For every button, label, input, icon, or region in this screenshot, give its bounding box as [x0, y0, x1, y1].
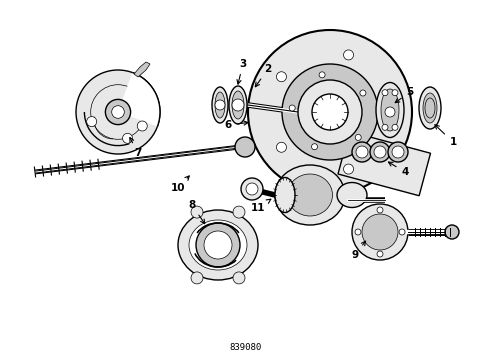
Circle shape: [232, 99, 244, 111]
Circle shape: [246, 183, 258, 195]
Ellipse shape: [189, 220, 247, 270]
Bar: [338, 131, 431, 196]
Circle shape: [388, 142, 408, 162]
Ellipse shape: [275, 165, 345, 225]
Circle shape: [343, 50, 354, 60]
Circle shape: [360, 90, 366, 96]
Wedge shape: [118, 72, 160, 126]
Circle shape: [76, 70, 160, 154]
Text: 3: 3: [237, 59, 246, 84]
Circle shape: [276, 72, 287, 82]
Circle shape: [289, 105, 295, 111]
Text: 10: 10: [171, 176, 189, 193]
Circle shape: [355, 229, 361, 235]
Circle shape: [445, 225, 459, 239]
Text: 1: 1: [435, 125, 457, 147]
Ellipse shape: [275, 177, 295, 212]
Circle shape: [105, 99, 131, 125]
Circle shape: [382, 124, 388, 130]
Circle shape: [312, 144, 318, 150]
Circle shape: [399, 229, 405, 235]
Ellipse shape: [229, 86, 247, 124]
Ellipse shape: [212, 87, 228, 123]
Text: 11: 11: [251, 199, 271, 213]
Circle shape: [392, 146, 404, 158]
Ellipse shape: [232, 91, 244, 119]
Ellipse shape: [423, 93, 437, 123]
Circle shape: [312, 94, 348, 130]
Ellipse shape: [376, 82, 404, 138]
Circle shape: [191, 206, 203, 218]
Circle shape: [392, 90, 398, 96]
Circle shape: [298, 80, 362, 144]
Ellipse shape: [381, 89, 399, 131]
Circle shape: [377, 207, 383, 213]
Text: 8: 8: [188, 200, 205, 224]
Ellipse shape: [215, 92, 225, 118]
Circle shape: [352, 142, 372, 162]
Text: 9: 9: [351, 241, 366, 260]
Circle shape: [112, 106, 124, 118]
Circle shape: [241, 178, 263, 200]
Text: 5: 5: [395, 87, 414, 103]
Circle shape: [276, 142, 287, 152]
Circle shape: [137, 121, 147, 131]
Circle shape: [319, 72, 325, 78]
Circle shape: [191, 272, 203, 284]
Circle shape: [122, 133, 133, 143]
Ellipse shape: [337, 183, 367, 207]
Text: 7: 7: [130, 138, 142, 158]
Circle shape: [352, 204, 408, 260]
Circle shape: [385, 107, 395, 117]
Circle shape: [382, 90, 388, 96]
Ellipse shape: [419, 87, 441, 129]
Circle shape: [204, 231, 232, 259]
Circle shape: [196, 223, 240, 267]
Circle shape: [356, 146, 368, 158]
Text: 6: 6: [224, 120, 248, 130]
Text: 2: 2: [255, 64, 271, 87]
Circle shape: [233, 206, 245, 218]
Ellipse shape: [178, 210, 258, 280]
Circle shape: [392, 124, 398, 130]
Circle shape: [370, 142, 390, 162]
Circle shape: [233, 272, 245, 284]
Circle shape: [343, 164, 354, 174]
Circle shape: [91, 85, 146, 139]
Circle shape: [87, 117, 97, 127]
Circle shape: [248, 30, 412, 194]
Text: 4: 4: [389, 162, 409, 177]
Circle shape: [355, 134, 361, 140]
Circle shape: [362, 214, 398, 250]
Polygon shape: [134, 62, 150, 77]
Text: 839080: 839080: [229, 343, 261, 352]
Circle shape: [235, 137, 255, 157]
Circle shape: [215, 100, 225, 110]
Circle shape: [282, 64, 378, 160]
Circle shape: [377, 251, 383, 257]
Circle shape: [374, 146, 386, 158]
Ellipse shape: [288, 174, 333, 216]
